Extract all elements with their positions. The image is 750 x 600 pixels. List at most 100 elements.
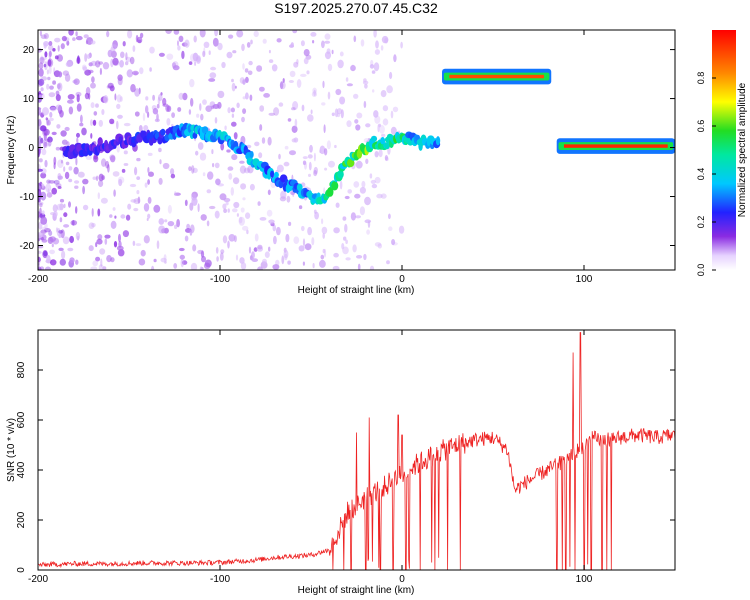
- spectrogram-noise-cell: [162, 97, 167, 106]
- spectrogram-noise-cell: [177, 45, 181, 51]
- spectrogram-noise-cell: [45, 183, 52, 193]
- spectrogram-noise-cell: [147, 179, 151, 185]
- spectrogram-noise-cell: [231, 154, 238, 161]
- spectrogram-noise-cell: [46, 83, 50, 90]
- snr-y-ticks: 0 200 400 600 800: [16, 361, 675, 573]
- spectrogram-noise-cell: [76, 137, 79, 144]
- spectrogram-noise-cell: [369, 265, 375, 270]
- spectrogram-noise-cell: [364, 196, 371, 206]
- spectrogram-noise-cell: [85, 155, 92, 160]
- spectrogram-noise-cell: [346, 120, 352, 128]
- spectrogram-noise-cell: [323, 148, 328, 156]
- spectrogram-noise-cell: [342, 246, 349, 255]
- spectrogram-noise-cell: [123, 122, 131, 127]
- spectrogram-noise-cell: [336, 108, 343, 115]
- spectrogram-noise-cell: [118, 233, 121, 243]
- spectrogram-noise-cell: [47, 139, 52, 147]
- spectrogram-noise-cell: [377, 243, 382, 249]
- spectrogram-noise-cell: [293, 61, 299, 68]
- spectrogram-noise-cell: [242, 63, 245, 70]
- spectrogram-noise-cell: [109, 214, 113, 218]
- spectrogram-noise-cell: [356, 112, 363, 119]
- spectrogram-noise-cell: [393, 54, 397, 63]
- spectrogram-noise-cell: [257, 201, 261, 206]
- spectrogram-noise-cell: [211, 149, 214, 155]
- spectrogram-noise-cell: [262, 38, 267, 44]
- spectrogram-noise-cell: [146, 218, 149, 221]
- spectrogram-noise-cell: [310, 32, 317, 37]
- spectrogram-noise-cell: [86, 53, 91, 60]
- spectrogram-noise-cell: [227, 240, 230, 249]
- spectrogram-noise-cell: [80, 114, 83, 124]
- spectrogram-noise-cell: [147, 196, 152, 204]
- spectrogram-noise-cell: [207, 171, 214, 180]
- spectrogram-noise-cell: [231, 78, 234, 83]
- spectrogram-noise-cell: [100, 258, 103, 267]
- spectrogram-noise-cell: [40, 236, 44, 241]
- spectrogram-noise-cell: [158, 94, 163, 101]
- spectrogram-noise-cell: [243, 167, 251, 174]
- spectrogram-noise-cell: [361, 180, 366, 188]
- spectrogram-noise-cell: [357, 263, 361, 270]
- spectrogram-noise-cell: [76, 132, 80, 138]
- spectrogram-noise-cell: [293, 137, 299, 143]
- spectrogram-noise-cell: [112, 171, 120, 177]
- spectrogram-noise-cell: [253, 247, 258, 252]
- spectrogram-noise-cell: [47, 188, 50, 197]
- colorbar-tick-label: 0.6: [696, 120, 706, 133]
- spectrogram-noise-cell: [342, 216, 347, 221]
- spectrogram-noise-cell: [331, 49, 334, 55]
- spectrogram-noise-cell: [49, 111, 53, 118]
- spectrogram-noise-cell: [95, 175, 99, 182]
- spectrogram-noise-cell: [313, 89, 317, 96]
- spectrogram-noise-cell: [242, 108, 247, 114]
- spectrogram-noise-cell: [222, 235, 228, 244]
- y-tick-label: 0: [28, 143, 34, 154]
- spectrogram-noise-cell: [61, 35, 67, 42]
- spectrogram-noise-cell: [52, 80, 56, 85]
- spectrogram-noise-cell: [268, 112, 276, 116]
- spectrogram-noise-cell: [75, 206, 78, 214]
- spectrogram-noise-cell: [51, 187, 57, 195]
- spectrogram-noise-cell: [226, 149, 231, 153]
- spectrogram-noise-cell: [193, 35, 197, 43]
- spectrogram-noise-cell: [247, 165, 254, 174]
- spectrogram-noise-cell: [199, 266, 203, 270]
- spectrogram-noise-cell: [236, 213, 239, 217]
- spectrogram-noise-cell: [280, 190, 287, 199]
- spectrogram-noise-cell: [151, 265, 155, 270]
- spectrogram-noise-cell: [301, 104, 305, 112]
- spectrogram-noise-cell: [197, 203, 200, 213]
- spectrogram-noise-cell: [322, 232, 326, 239]
- spectrogram-noise-cell: [96, 238, 103, 245]
- spectrogram-noise-cell: [40, 87, 44, 92]
- spectrogram-noise-cell: [284, 145, 289, 150]
- spectrogram-noise-cell: [60, 130, 67, 137]
- spectrogram-noise-cell: [38, 78, 45, 86]
- spectrogram-ridge-cell: [337, 170, 344, 179]
- spectrogram-noise-cell: [322, 248, 326, 254]
- spectrogram-noise-cell: [38, 118, 42, 127]
- spectrogram-noise-cell: [88, 62, 93, 67]
- spectrogram-noise-cell: [49, 106, 57, 112]
- spectrogram-noise-cell: [189, 229, 193, 236]
- spectrogram-noise-cell: [184, 199, 188, 206]
- spectrogram-noise-cell: [217, 90, 225, 99]
- spectrogram-noise-cell: [172, 65, 180, 71]
- spectrogram-noise-cell: [77, 171, 85, 178]
- spectrogram-noise-cell: [257, 266, 263, 270]
- spectrogram-noise-cell: [238, 216, 243, 224]
- spectrogram-noise-cell: [232, 208, 238, 213]
- spectrogram-noise-cell: [302, 238, 306, 247]
- spectrogram-noise-cell: [273, 107, 280, 116]
- colorbar-label: Normalized spectral amplitude: [737, 82, 748, 217]
- spectrogram-noise-cell: [91, 222, 96, 228]
- spectrogram-noise-cell: [248, 246, 252, 254]
- spectrogram-noise-cell: [135, 243, 142, 247]
- spectrogram-noise-cell: [356, 254, 363, 259]
- spectrogram-noise-cell: [222, 203, 227, 210]
- spectrogram-noise-cell: [282, 78, 285, 83]
- snr-marks: [38, 332, 675, 570]
- spectrogram-noise-cell: [184, 235, 189, 242]
- spectrogram-noise-cell: [59, 110, 64, 118]
